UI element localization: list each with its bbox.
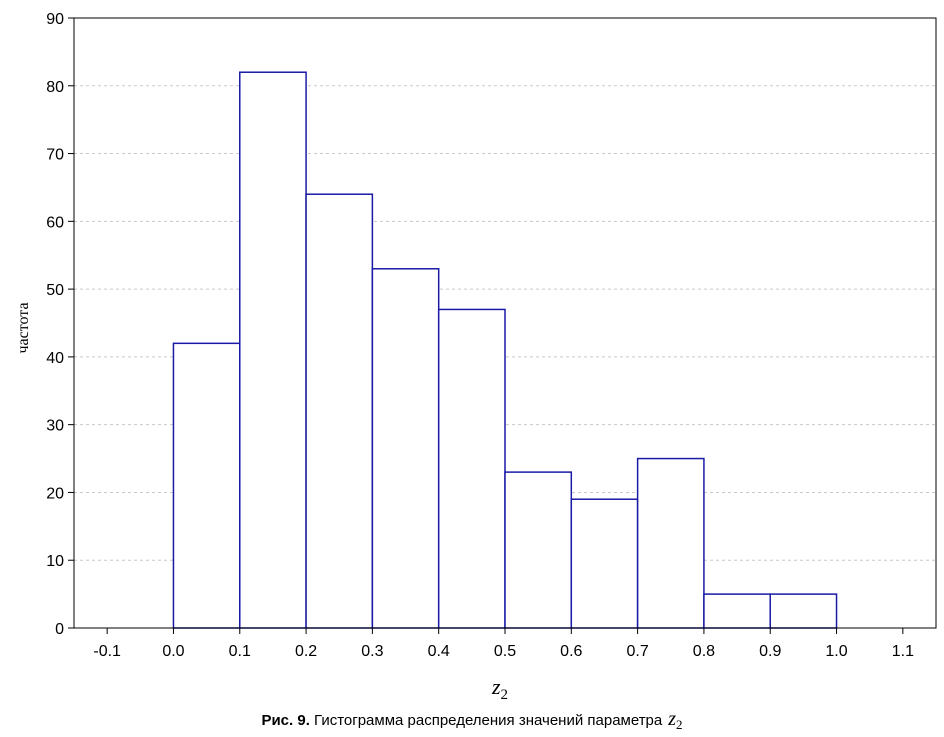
x-axis-label: z2	[491, 674, 508, 700]
histogram-bar-10	[769, 593, 838, 629]
histogram-bar-7	[570, 498, 639, 629]
y-tick-label: 40	[46, 350, 64, 367]
x-tick-label: 0.9	[759, 643, 781, 660]
x-tick-label: 0.8	[693, 643, 715, 660]
histogram-bar-2	[239, 71, 307, 629]
x-axis-label-sub: 2	[501, 687, 509, 700]
histogram-bar-9	[703, 593, 771, 629]
histogram-bar-3	[305, 193, 374, 629]
y-axis-label: частота	[15, 302, 32, 353]
caption-variable: z	[668, 708, 677, 730]
y-tick-label: 10	[46, 553, 64, 570]
x-tick-label: 0.7	[626, 643, 648, 660]
x-tick-label: 0.5	[494, 643, 516, 660]
y-tick-label: 90	[46, 11, 64, 28]
caption-variable-sub: 2	[676, 717, 683, 732]
x-tick-label: 0.4	[428, 643, 450, 660]
y-tick-label: 60	[46, 214, 64, 231]
x-tick-label: 1.1	[892, 643, 914, 660]
x-tick-label: 0.2	[295, 643, 317, 660]
histogram-bar-1	[172, 342, 241, 629]
x-tick-label: 1.0	[825, 643, 847, 660]
figure-caption: Рис. 9. Гистограмма распределения значен…	[0, 708, 944, 733]
x-tick-label: 0.3	[361, 643, 383, 660]
histogram-bar-4	[371, 268, 440, 629]
caption-prefix: Рис. 9.	[261, 712, 310, 729]
histogram-bar-8	[636, 457, 705, 629]
x-tick-label: 0.0	[162, 643, 184, 660]
y-tick-label: 0	[55, 621, 64, 638]
x-tick-label: 0.1	[229, 643, 251, 660]
y-tick-label: 30	[46, 418, 64, 435]
histogram-chart: 0 10 20 30 40 50 60 70 80 90 -0.1 0.0 0.1 0.2 0.3 0.4 0…	[15, 11, 937, 700]
caption-text: Гистограмма распределения значений парам…	[309, 712, 663, 729]
y-tick-label: 70	[46, 147, 64, 164]
y-tick-label: 50	[46, 282, 64, 299]
x-axis-ticks: -0.1 0.0 0.1 0.2 0.3 0.4 0.5 0.6 0.7 0.8 0.9 1.0 1.1	[93, 628, 914, 660]
x-axis-label-main: z	[491, 674, 501, 699]
histogram-bar-6	[504, 471, 573, 629]
x-tick-label: -0.1	[93, 643, 121, 660]
y-tick-label: 80	[46, 79, 64, 96]
histogram-bar-5	[437, 308, 506, 629]
y-axis-ticks: 0 10 20 30 40 50 60 70 80 90	[46, 11, 74, 638]
x-tick-label: 0.6	[560, 643, 582, 660]
y-tick-label: 20	[46, 485, 64, 502]
histogram-bars	[172, 71, 838, 629]
